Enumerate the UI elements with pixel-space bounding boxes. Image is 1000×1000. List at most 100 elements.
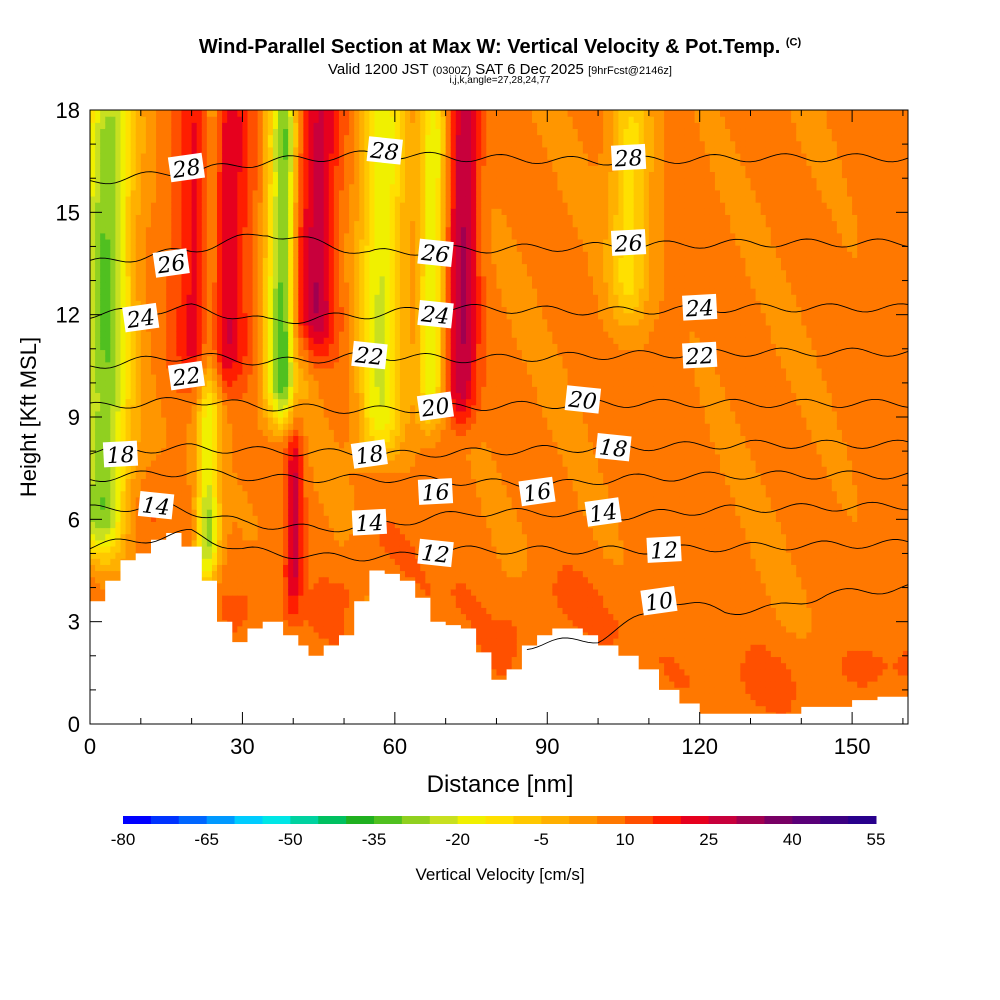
velocity-cell bbox=[95, 183, 101, 191]
velocity-cell bbox=[125, 300, 132, 308]
velocity-cell bbox=[211, 392, 218, 400]
velocity-cell bbox=[257, 214, 264, 222]
velocity-cell bbox=[120, 380, 127, 387]
velocity-cell bbox=[323, 631, 330, 639]
velocity-cell bbox=[288, 281, 294, 289]
velocity-cell bbox=[303, 355, 310, 363]
velocity-cell bbox=[196, 392, 203, 400]
velocity-cell bbox=[328, 564, 335, 572]
velocity-cell bbox=[338, 502, 345, 510]
velocity-cell bbox=[313, 183, 320, 191]
velocity-cell bbox=[283, 171, 289, 179]
velocity-cell bbox=[242, 134, 249, 142]
velocity-cell bbox=[298, 226, 304, 234]
velocity-cell bbox=[232, 496, 238, 504]
velocity-cell bbox=[191, 110, 198, 117]
velocity-cell bbox=[145, 171, 152, 179]
velocity-cell bbox=[201, 374, 208, 381]
velocity-cell bbox=[90, 214, 96, 222]
velocity-cell bbox=[303, 410, 310, 418]
velocity-cell bbox=[232, 288, 238, 295]
velocity-cell bbox=[232, 576, 238, 584]
velocity-cell bbox=[242, 245, 249, 252]
velocity-cell bbox=[181, 318, 188, 326]
velocity-cell bbox=[125, 386, 132, 394]
velocity-cell bbox=[227, 343, 233, 351]
velocity-cell bbox=[211, 386, 218, 394]
velocity-cell bbox=[95, 288, 101, 295]
velocity-cell bbox=[298, 490, 304, 498]
velocity-cell bbox=[191, 429, 198, 437]
velocity-cell bbox=[95, 453, 101, 461]
velocity-cell bbox=[272, 226, 279, 234]
velocity-cell bbox=[145, 331, 152, 338]
velocity-cell bbox=[222, 331, 228, 338]
velocity-cell bbox=[247, 515, 254, 522]
velocity-cell bbox=[303, 214, 310, 222]
velocity-cell bbox=[232, 214, 238, 222]
velocity-cell bbox=[227, 380, 233, 387]
velocity-cell bbox=[283, 300, 289, 308]
velocity-cell bbox=[130, 146, 137, 154]
velocity-cell bbox=[293, 392, 299, 400]
velocity-cell bbox=[186, 410, 193, 418]
velocity-cell bbox=[303, 613, 310, 621]
velocity-cell bbox=[277, 423, 284, 430]
velocity-cell bbox=[222, 343, 228, 351]
velocity-cell bbox=[140, 226, 147, 234]
velocity-cell bbox=[333, 570, 340, 578]
velocity-cell bbox=[130, 429, 137, 437]
velocity-cell bbox=[293, 275, 299, 283]
velocity-cell bbox=[110, 116, 116, 123]
velocity-cell bbox=[206, 257, 213, 265]
velocity-cell bbox=[186, 202, 193, 209]
velocity-cell bbox=[267, 435, 274, 443]
velocity-cell bbox=[150, 140, 157, 148]
velocity-cell bbox=[247, 423, 254, 430]
velocity-cell bbox=[242, 189, 249, 197]
velocity-cell bbox=[130, 410, 137, 418]
velocity-cell bbox=[338, 490, 345, 498]
velocity-cell bbox=[115, 189, 122, 197]
velocity-cell bbox=[323, 459, 330, 467]
velocity-cell bbox=[150, 417, 157, 424]
velocity-cell bbox=[328, 349, 335, 357]
velocity-cell bbox=[161, 214, 167, 222]
velocity-cell bbox=[161, 300, 167, 308]
velocity-cell bbox=[130, 122, 137, 130]
velocity-cell bbox=[293, 582, 299, 590]
velocity-cell bbox=[323, 423, 330, 430]
velocity-cell bbox=[125, 281, 132, 289]
velocity-cell bbox=[308, 595, 315, 602]
velocity-cell bbox=[252, 245, 259, 252]
velocity-cell bbox=[206, 337, 213, 344]
velocity-cell bbox=[145, 110, 152, 117]
velocity-cell bbox=[100, 417, 106, 424]
velocity-cell bbox=[232, 269, 238, 277]
velocity-cell bbox=[293, 459, 299, 467]
velocity-cell bbox=[191, 324, 198, 332]
velocity-cell bbox=[303, 300, 310, 308]
velocity-cell bbox=[150, 208, 157, 215]
velocity-cell bbox=[217, 490, 223, 498]
velocity-cell bbox=[196, 226, 203, 234]
velocity-cell bbox=[293, 220, 299, 228]
velocity-cell bbox=[272, 195, 279, 203]
velocity-cell bbox=[237, 478, 244, 486]
velocity-cell bbox=[125, 417, 132, 424]
velocity-cell bbox=[115, 306, 122, 314]
velocity-cell bbox=[323, 263, 330, 271]
velocity-cell bbox=[288, 361, 294, 369]
velocity-cell bbox=[186, 134, 193, 142]
velocity-cell bbox=[176, 116, 183, 123]
velocity-cell bbox=[283, 208, 289, 215]
velocity-cell bbox=[95, 386, 101, 394]
velocity-cell bbox=[156, 453, 162, 461]
velocity-cell bbox=[171, 294, 177, 301]
velocity-cell bbox=[145, 472, 152, 479]
velocity-cell bbox=[262, 238, 269, 246]
velocity-cell bbox=[140, 404, 147, 412]
velocity-cell bbox=[110, 251, 116, 258]
velocity-cell bbox=[171, 490, 177, 498]
velocity-cell bbox=[298, 300, 304, 308]
